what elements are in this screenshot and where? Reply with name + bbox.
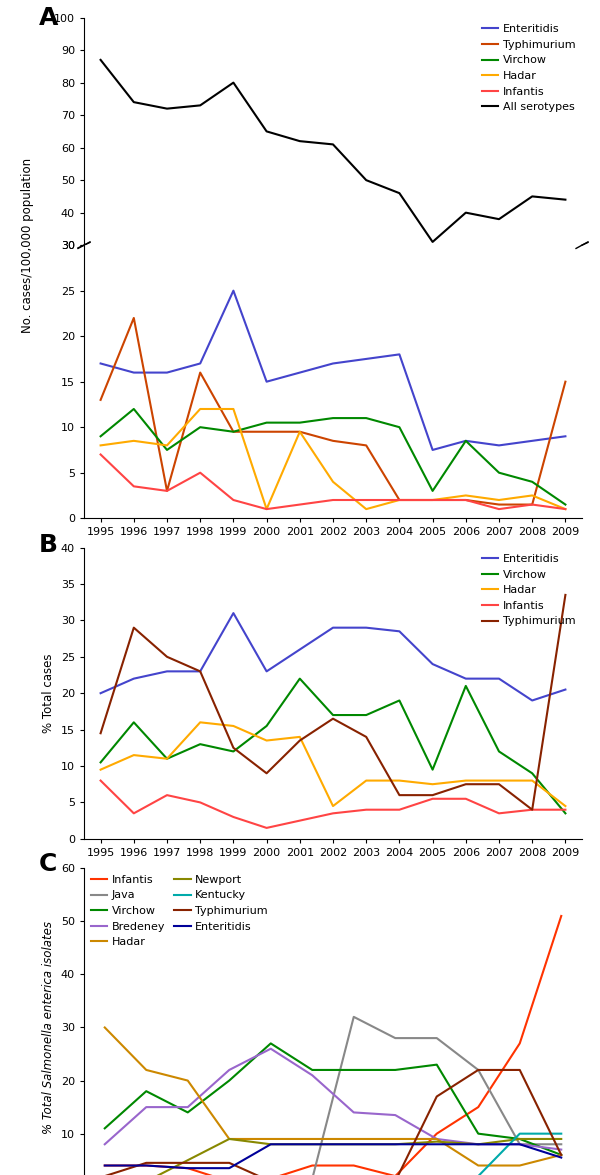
Y-axis label: No. cases/100,000 population: No. cases/100,000 population (21, 157, 34, 333)
Text: C: C (39, 852, 58, 877)
Y-axis label: % Total cases: % Total cases (42, 653, 55, 733)
Legend: Enteritidis, Typhimurium, Virchow, Hadar, Infantis, All serotypes: Enteritidis, Typhimurium, Virchow, Hadar… (477, 20, 580, 116)
Y-axis label: % Total Salmonella enterica isolates: % Total Salmonella enterica isolates (42, 921, 55, 1134)
Legend: Infantis, Java, Virchow, Bredeney, Hadar, Newport, Kentucky, Typhimurium, Enteri: Infantis, Java, Virchow, Bredeney, Hadar… (86, 871, 272, 952)
Legend: Enteritidis, Virchow, Hadar, Infantis, Typhimurium: Enteritidis, Virchow, Hadar, Infantis, T… (477, 550, 580, 631)
Text: A: A (39, 6, 59, 31)
Text: B: B (39, 533, 58, 557)
